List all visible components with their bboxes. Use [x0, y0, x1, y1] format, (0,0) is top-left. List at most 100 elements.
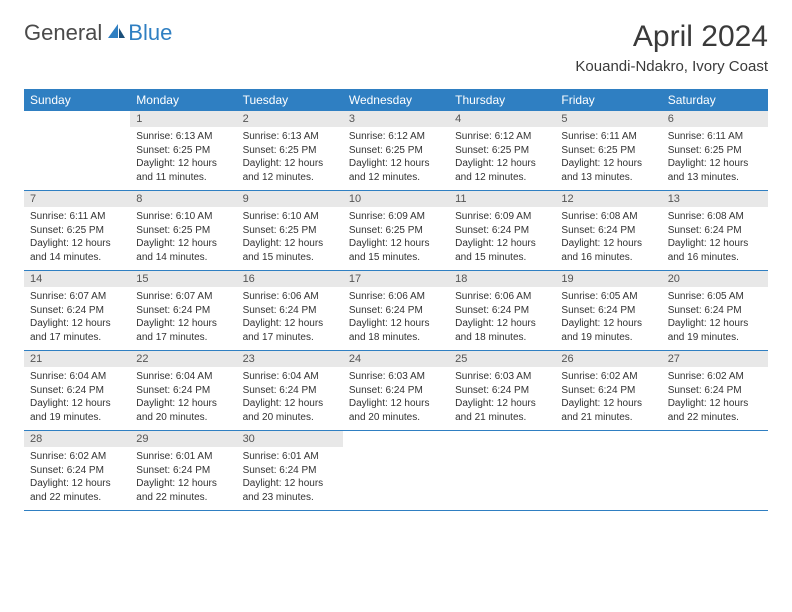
day1-text: Daylight: 12 hours: [349, 157, 443, 171]
sunset-text: Sunset: 6:25 PM: [243, 224, 337, 238]
sunset-text: Sunset: 6:24 PM: [668, 384, 762, 398]
day-cell: Sunrise: 6:09 AMSunset: 6:25 PMDaylight:…: [343, 207, 449, 271]
day2-text: and 11 minutes.: [136, 171, 230, 185]
day-cell: Sunrise: 6:10 AMSunset: 6:25 PMDaylight:…: [237, 207, 343, 271]
detail-row: Sunrise: 6:04 AMSunset: 6:24 PMDaylight:…: [24, 367, 768, 431]
sunrise-text: Sunrise: 6:11 AM: [561, 130, 655, 144]
day1-text: Daylight: 12 hours: [30, 237, 124, 251]
day1-text: Daylight: 12 hours: [136, 237, 230, 251]
sunset-text: Sunset: 6:24 PM: [136, 304, 230, 318]
day2-text: and 13 minutes.: [561, 171, 655, 185]
day-cell: [343, 447, 449, 511]
day-cell: Sunrise: 6:05 AMSunset: 6:24 PMDaylight:…: [662, 287, 768, 351]
day-cell: Sunrise: 6:11 AMSunset: 6:25 PMDaylight:…: [24, 207, 130, 271]
sunset-text: Sunset: 6:24 PM: [30, 384, 124, 398]
day1-text: Daylight: 12 hours: [136, 317, 230, 331]
sunset-text: Sunset: 6:24 PM: [561, 384, 655, 398]
day1-text: Daylight: 12 hours: [30, 317, 124, 331]
sunrise-text: Sunrise: 6:05 AM: [561, 290, 655, 304]
day1-text: Daylight: 12 hours: [30, 397, 124, 411]
day-number: [24, 111, 130, 127]
day1-text: Daylight: 12 hours: [561, 237, 655, 251]
sunrise-text: Sunrise: 6:04 AM: [243, 370, 337, 384]
day-number: 1: [130, 111, 236, 127]
daynum-row: 78910111213: [24, 191, 768, 208]
day-cell: Sunrise: 6:08 AMSunset: 6:24 PMDaylight:…: [662, 207, 768, 271]
daynum-row: 21222324252627: [24, 351, 768, 368]
sunrise-text: Sunrise: 6:02 AM: [30, 450, 124, 464]
day-number: 2: [237, 111, 343, 127]
day-cell: Sunrise: 6:11 AMSunset: 6:25 PMDaylight:…: [662, 127, 768, 191]
day-cell: [555, 447, 661, 511]
day-cell: Sunrise: 6:02 AMSunset: 6:24 PMDaylight:…: [555, 367, 661, 431]
detail-row: Sunrise: 6:02 AMSunset: 6:24 PMDaylight:…: [24, 447, 768, 511]
day2-text: and 15 minutes.: [455, 251, 549, 265]
day2-text: and 20 minutes.: [349, 411, 443, 425]
day2-text: and 19 minutes.: [668, 331, 762, 345]
daynum-row: 123456: [24, 111, 768, 127]
day2-text: and 23 minutes.: [243, 491, 337, 505]
sunset-text: Sunset: 6:25 PM: [136, 224, 230, 238]
day1-text: Daylight: 12 hours: [561, 397, 655, 411]
day1-text: Daylight: 12 hours: [136, 157, 230, 171]
calendar-body: 123456Sunrise: 6:13 AMSunset: 6:25 PMDay…: [24, 111, 768, 511]
day-cell: Sunrise: 6:10 AMSunset: 6:25 PMDaylight:…: [130, 207, 236, 271]
day-number: 13: [662, 191, 768, 208]
day-number: 29: [130, 431, 236, 448]
sunrise-text: Sunrise: 6:01 AM: [136, 450, 230, 464]
sunrise-text: Sunrise: 6:13 AM: [243, 130, 337, 144]
sunrise-text: Sunrise: 6:11 AM: [668, 130, 762, 144]
day-cell: Sunrise: 6:06 AMSunset: 6:24 PMDaylight:…: [449, 287, 555, 351]
day2-text: and 15 minutes.: [349, 251, 443, 265]
day-number: 28: [24, 431, 130, 448]
day2-text: and 19 minutes.: [561, 331, 655, 345]
day-cell: [24, 127, 130, 191]
day1-text: Daylight: 12 hours: [668, 317, 762, 331]
daynum-row: 14151617181920: [24, 271, 768, 288]
page-header: General Blue April 2024 Kouandi-Ndakro, …: [24, 20, 768, 75]
day-number: 16: [237, 271, 343, 288]
sunset-text: Sunset: 6:24 PM: [668, 224, 762, 238]
sunset-text: Sunset: 6:24 PM: [455, 384, 549, 398]
day-number: 27: [662, 351, 768, 368]
sunrise-text: Sunrise: 6:07 AM: [30, 290, 124, 304]
day-number: 25: [449, 351, 555, 368]
day-number: 9: [237, 191, 343, 208]
day2-text: and 16 minutes.: [561, 251, 655, 265]
weekday-header: Tuesday: [237, 89, 343, 111]
day2-text: and 12 minutes.: [455, 171, 549, 185]
day-number: 8: [130, 191, 236, 208]
sunset-text: Sunset: 6:24 PM: [30, 464, 124, 478]
sunset-text: Sunset: 6:25 PM: [243, 144, 337, 158]
day2-text: and 17 minutes.: [136, 331, 230, 345]
detail-row: Sunrise: 6:11 AMSunset: 6:25 PMDaylight:…: [24, 207, 768, 271]
sunset-text: Sunset: 6:24 PM: [243, 304, 337, 318]
sunset-text: Sunset: 6:25 PM: [30, 224, 124, 238]
day2-text: and 18 minutes.: [349, 331, 443, 345]
day1-text: Daylight: 12 hours: [668, 397, 762, 411]
sunset-text: Sunset: 6:25 PM: [561, 144, 655, 158]
sunrise-text: Sunrise: 6:12 AM: [455, 130, 549, 144]
sunset-text: Sunset: 6:24 PM: [136, 464, 230, 478]
sunset-text: Sunset: 6:24 PM: [455, 304, 549, 318]
daynum-row: 282930: [24, 431, 768, 448]
day1-text: Daylight: 12 hours: [243, 397, 337, 411]
sunset-text: Sunset: 6:24 PM: [455, 224, 549, 238]
sunset-text: Sunset: 6:24 PM: [561, 304, 655, 318]
day1-text: Daylight: 12 hours: [243, 237, 337, 251]
day-cell: Sunrise: 6:11 AMSunset: 6:25 PMDaylight:…: [555, 127, 661, 191]
weekday-header: Sunday: [24, 89, 130, 111]
day2-text: and 12 minutes.: [349, 171, 443, 185]
sunrise-text: Sunrise: 6:03 AM: [349, 370, 443, 384]
day-cell: Sunrise: 6:07 AMSunset: 6:24 PMDaylight:…: [24, 287, 130, 351]
day2-text: and 21 minutes.: [561, 411, 655, 425]
day1-text: Daylight: 12 hours: [455, 397, 549, 411]
sunrise-text: Sunrise: 6:08 AM: [561, 210, 655, 224]
day2-text: and 22 minutes.: [668, 411, 762, 425]
day-number: 17: [343, 271, 449, 288]
detail-row: Sunrise: 6:07 AMSunset: 6:24 PMDaylight:…: [24, 287, 768, 351]
day1-text: Daylight: 12 hours: [30, 477, 124, 491]
sunset-text: Sunset: 6:24 PM: [349, 304, 443, 318]
day-number: 21: [24, 351, 130, 368]
sunrise-text: Sunrise: 6:02 AM: [668, 370, 762, 384]
